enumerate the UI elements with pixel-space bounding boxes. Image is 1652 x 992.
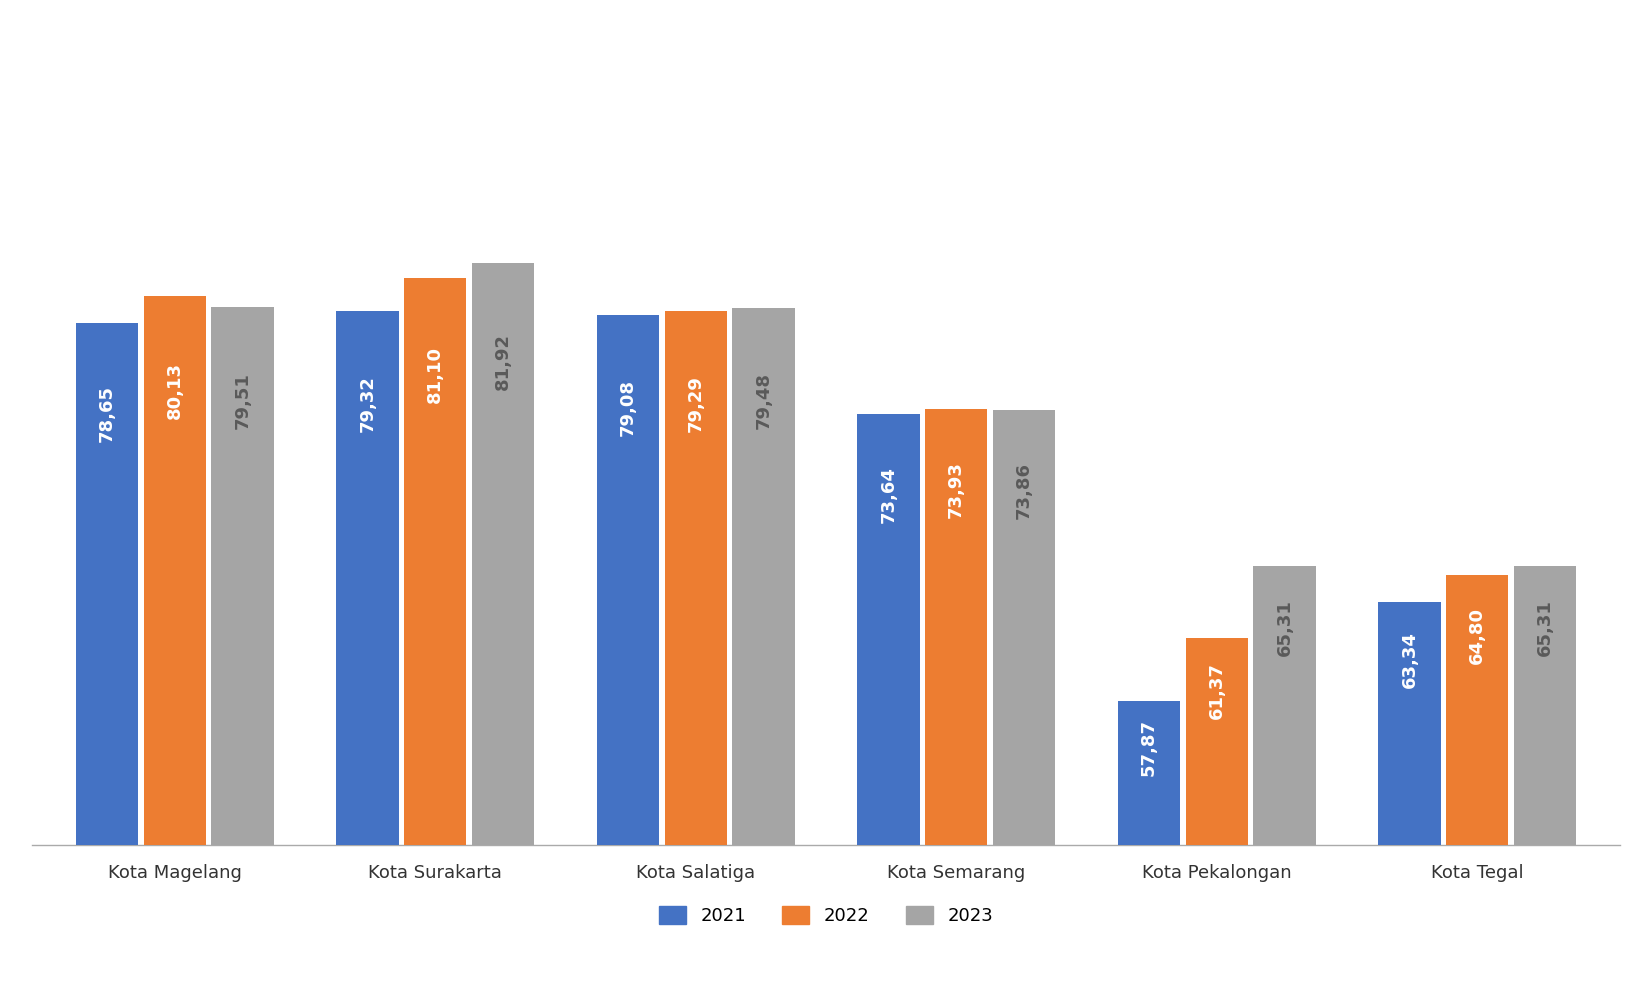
Text: 81,92: 81,92 — [494, 333, 512, 390]
Bar — [1254, 565, 1315, 992]
Bar — [993, 410, 1056, 992]
Text: 65,31: 65,31 — [1275, 599, 1294, 656]
Bar — [1446, 575, 1508, 992]
Bar — [925, 409, 988, 992]
Text: 65,31: 65,31 — [1536, 599, 1555, 656]
Text: 79,32: 79,32 — [358, 375, 377, 432]
Bar — [596, 315, 659, 992]
Text: 61,37: 61,37 — [1208, 663, 1226, 719]
Bar — [472, 263, 534, 992]
Bar — [1513, 565, 1576, 992]
Text: 79,29: 79,29 — [687, 375, 705, 433]
Bar — [337, 310, 398, 992]
Text: 64,80: 64,80 — [1469, 607, 1487, 665]
Bar — [211, 308, 274, 992]
Text: 73,64: 73,64 — [879, 466, 897, 523]
Text: 79,48: 79,48 — [755, 372, 773, 430]
Bar — [405, 278, 466, 992]
Bar — [732, 308, 795, 992]
Bar — [76, 322, 139, 992]
Bar — [1186, 638, 1247, 992]
Bar — [1118, 701, 1180, 992]
Text: 79,51: 79,51 — [233, 372, 251, 429]
Bar — [664, 311, 727, 992]
Text: 63,34: 63,34 — [1401, 631, 1419, 687]
Bar — [857, 414, 920, 992]
Text: 81,10: 81,10 — [426, 346, 444, 403]
Bar — [1378, 602, 1441, 992]
Text: 57,87: 57,87 — [1140, 718, 1158, 776]
Legend: 2021, 2022, 2023: 2021, 2022, 2023 — [649, 897, 1003, 934]
Text: 73,93: 73,93 — [947, 461, 965, 518]
Text: 79,08: 79,08 — [620, 379, 638, 435]
Text: 73,86: 73,86 — [1014, 462, 1032, 519]
Bar — [144, 296, 206, 992]
Text: 80,13: 80,13 — [165, 362, 183, 419]
Text: 78,65: 78,65 — [97, 386, 116, 442]
